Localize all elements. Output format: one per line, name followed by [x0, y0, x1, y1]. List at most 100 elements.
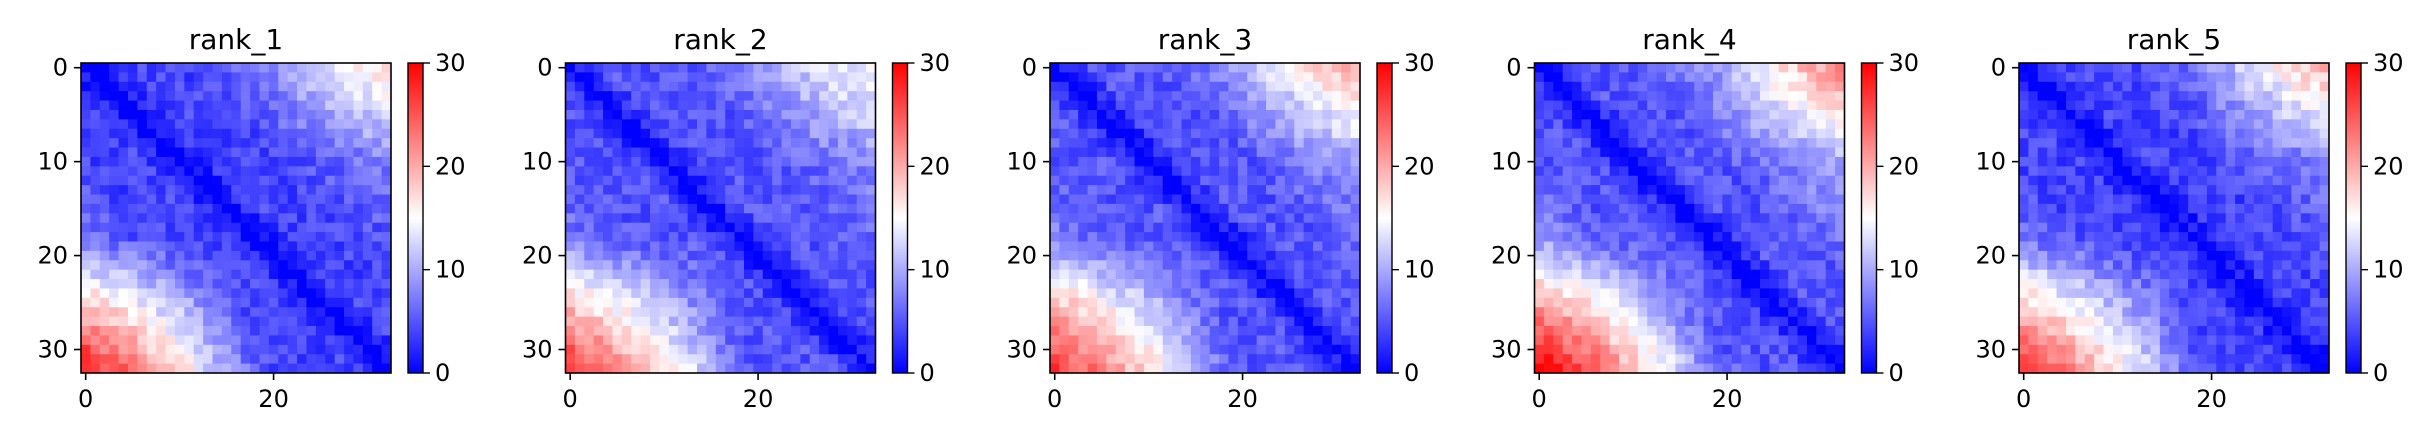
- heatmap-cell: [2300, 119, 2311, 130]
- heatmap-cell: [1068, 354, 1079, 364]
- heatmap-cell: [137, 175, 148, 186]
- heatmap-cell: [1341, 241, 1351, 252]
- heatmap-cell: [2253, 175, 2264, 186]
- heatmap-cell: [1572, 241, 1582, 252]
- heatmap-cell: [2159, 166, 2170, 177]
- heatmap-cell: [344, 288, 354, 299]
- heatmap-cell: [287, 166, 298, 177]
- heatmap-cell: [762, 100, 773, 111]
- heatmap-cell: [650, 326, 660, 336]
- heatmap-cell: [203, 194, 213, 205]
- heatmap-cell: [715, 138, 726, 148]
- heatmap-cell: [353, 222, 364, 233]
- heatmap-cell: [1731, 147, 1742, 158]
- heatmap-cell: [1534, 316, 1545, 327]
- heatmap-cell: [1181, 213, 1192, 224]
- heatmap-cell: [603, 63, 613, 73]
- heatmap-cell: [697, 91, 707, 101]
- heatmap-cell: [306, 335, 317, 346]
- heatmap-cell: [334, 232, 345, 242]
- heatmap-cell: [353, 279, 364, 289]
- heatmap-cell: [697, 222, 707, 233]
- heatmap-cell: [1350, 288, 1361, 299]
- heatmap-cell: [1825, 109, 1836, 120]
- heatmap-cell: [2197, 185, 2208, 195]
- heatmap-cell: [1759, 81, 1770, 92]
- heatmap-cell: [2225, 166, 2236, 177]
- heatmap-cell: [268, 316, 279, 327]
- heatmap-cell: [715, 260, 726, 271]
- heatmap-cell: [800, 147, 811, 158]
- heatmap-cell: [1078, 213, 1088, 224]
- heatmap-cell: [734, 326, 745, 336]
- heatmap-cell: [1835, 147, 1845, 158]
- heatmap-cell: [1190, 269, 1201, 280]
- heatmap-cell: [2235, 128, 2245, 139]
- heatmap-cell: [2300, 100, 2311, 111]
- heatmap-cell: [1731, 222, 1742, 233]
- heatmap-cell: [847, 185, 858, 195]
- heatmap-cell: [306, 241, 317, 252]
- heatmap-cell: [1750, 203, 1761, 214]
- heatmap-cell: [1350, 335, 1361, 346]
- heatmap-cell: [697, 194, 707, 205]
- heatmap-cell: [1769, 241, 1780, 252]
- heatmap-cell: [1741, 175, 1751, 186]
- heatmap-cell: [715, 335, 726, 346]
- heatmap-cell: [2291, 147, 2302, 158]
- heatmap-cell: [1256, 250, 1267, 261]
- heatmap-cell: [1228, 260, 1239, 271]
- heatmap-cell: [2225, 72, 2236, 83]
- heatmap-cell: [2263, 175, 2274, 186]
- heatmap-cell: [1209, 222, 1220, 233]
- heatmap-cell: [1703, 297, 1714, 308]
- heatmap-cell: [297, 260, 307, 271]
- heatmap-cell: [1256, 363, 1267, 374]
- heatmap-cell: [193, 63, 204, 73]
- heatmap-cell: [1275, 100, 1286, 111]
- heatmap-cell: [1637, 194, 1648, 205]
- heatmap-cell: [584, 81, 595, 92]
- heatmap-cell: [819, 260, 829, 271]
- heatmap-cell: [743, 222, 754, 233]
- heatmap-cell: [1759, 354, 1770, 364]
- heatmap-cell: [2075, 72, 2086, 83]
- heatmap-cell: [1125, 297, 1135, 308]
- heatmap-cell: [118, 288, 129, 299]
- heatmap-cell: [753, 250, 764, 261]
- heatmap-cell: [1266, 260, 1276, 271]
- heatmap-cell: [1712, 203, 1723, 214]
- heatmap-cell: [2291, 91, 2302, 101]
- heatmap-cell: [212, 119, 223, 130]
- heatmap-cell: [2047, 72, 2057, 83]
- heatmap-cell: [109, 335, 119, 346]
- heatmap-cell: [1675, 213, 1686, 224]
- heatmap-cell: [2253, 109, 2264, 120]
- heatmap-cell: [231, 166, 242, 177]
- heatmap-cell: [278, 166, 289, 177]
- heatmap-cell: [1096, 147, 1107, 158]
- heatmap-cell: [362, 166, 373, 177]
- heatmap-cell: [800, 185, 811, 195]
- heatmap-cell: [1684, 269, 1695, 280]
- heatmap-cell: [668, 166, 679, 177]
- heatmap-cell: [250, 194, 260, 205]
- heatmap-cell: [259, 138, 270, 148]
- heatmap-cell: [1294, 63, 1305, 73]
- heatmap-cell: [743, 288, 754, 299]
- heatmap-cell: [1068, 203, 1079, 214]
- heatmap-cell: [1816, 232, 1827, 242]
- heatmap-cell: [297, 269, 307, 280]
- heatmap-cell: [762, 269, 773, 280]
- heatmap-cell: [1534, 100, 1545, 111]
- heatmap-cell: [1666, 119, 1676, 130]
- heatmap-cell: [659, 363, 670, 374]
- heatmap-cell: [250, 344, 260, 355]
- heatmap-cell: [1153, 297, 1164, 308]
- heatmap-cell: [297, 297, 307, 308]
- heatmap-cell: [1275, 147, 1286, 158]
- heatmap-cell: [593, 63, 604, 73]
- heatmap-cell: [1172, 119, 1182, 130]
- heatmap-cell: [240, 119, 251, 130]
- heatmap-cell: [278, 128, 289, 139]
